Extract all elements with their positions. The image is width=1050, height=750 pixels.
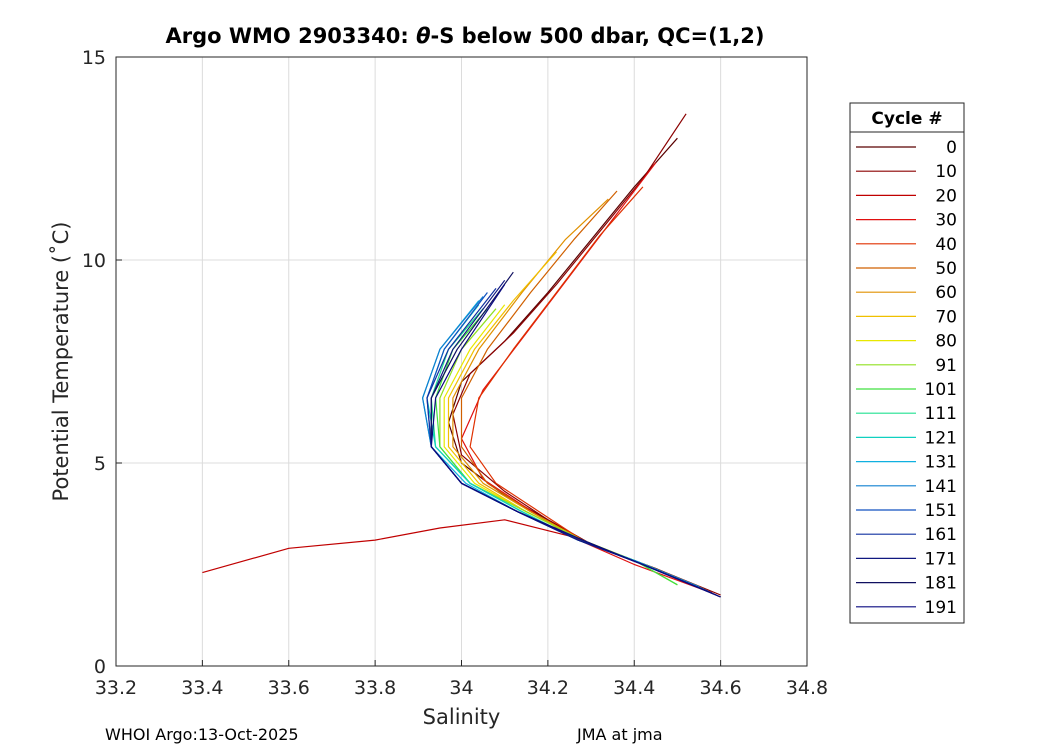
legend-entry-label: 161 bbox=[925, 525, 957, 545]
x-tick-label: 33.4 bbox=[181, 677, 223, 699]
legend-entry-label: 111 bbox=[925, 404, 957, 424]
legend-entry-label: 171 bbox=[925, 549, 957, 569]
x-tick-label: 34 bbox=[449, 677, 473, 699]
chart-title: Argo WMO 2903340: θ-S below 500 dbar, QC… bbox=[0, 24, 930, 48]
footer-credit: JMA at jma bbox=[577, 725, 663, 744]
legend-entry-label: 121 bbox=[925, 428, 957, 448]
legend-entry-label: 91 bbox=[935, 356, 957, 376]
x-tick-label: 33.6 bbox=[268, 677, 310, 699]
legend-entry-label: 50 bbox=[935, 259, 957, 279]
x-axis-label: Salinity bbox=[423, 705, 501, 729]
legend-entry-label: 141 bbox=[925, 477, 957, 497]
legend-entry-label: 101 bbox=[925, 380, 957, 400]
legend-entry-label: 20 bbox=[935, 186, 957, 206]
legend-entry-label: 60 bbox=[935, 283, 957, 303]
x-tick-label: 33.2 bbox=[95, 677, 137, 699]
y-tick-label: 15 bbox=[82, 47, 106, 69]
title-prefix: Argo WMO 2903340: bbox=[165, 24, 417, 48]
legend-entry-label: 191 bbox=[925, 598, 957, 618]
legend-entry-label: 10 bbox=[935, 162, 957, 182]
legend-entry-label: 151 bbox=[925, 501, 957, 521]
legend-entry-label: 30 bbox=[935, 211, 957, 231]
footer-source: WHOI Argo:13-Oct-2025 bbox=[105, 725, 299, 744]
legend-title: Cycle # bbox=[871, 109, 942, 129]
title-theta-symbol: θ bbox=[416, 24, 431, 48]
y-axis-label: Potential Temperature (˚C) bbox=[49, 222, 73, 502]
legend-box bbox=[849, 102, 965, 624]
axes-box bbox=[115, 56, 808, 667]
legend-entry-label: 80 bbox=[935, 332, 957, 352]
series-line-cycle-191 bbox=[430, 284, 721, 598]
legend-entry-label: 40 bbox=[935, 235, 957, 255]
x-tick-label: 34.6 bbox=[699, 677, 741, 699]
x-tick-label: 33.8 bbox=[354, 677, 396, 699]
title-suffix: -S below 500 dbar, QC=(1,2) bbox=[430, 24, 765, 48]
legend-entry-label: 181 bbox=[925, 574, 957, 594]
x-tick-label: 34.4 bbox=[613, 677, 655, 699]
y-tick-label: 0 bbox=[94, 656, 106, 678]
y-tick-label: 10 bbox=[82, 250, 106, 272]
legend-entry-label: 131 bbox=[925, 453, 957, 473]
x-tick-label: 34.8 bbox=[786, 677, 828, 699]
y-tick-label: 5 bbox=[94, 453, 106, 475]
legend-entry-label: 0 bbox=[946, 138, 957, 158]
x-tick-label: 34.2 bbox=[527, 677, 569, 699]
legend-entry-label: 70 bbox=[935, 307, 957, 327]
